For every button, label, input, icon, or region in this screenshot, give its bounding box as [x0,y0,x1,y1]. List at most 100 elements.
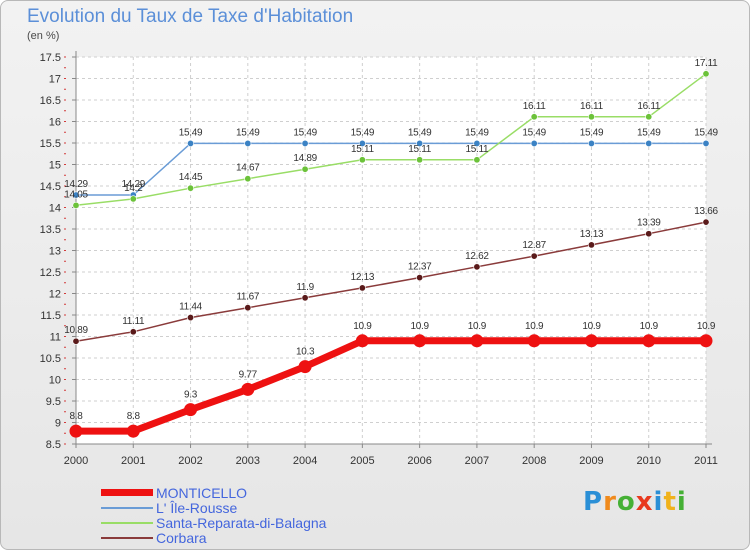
data-label: 15.49 [465,127,489,138]
data-label: 15.49 [522,127,546,138]
data-point [413,334,427,348]
y-tick-label: 11.5 [40,310,61,322]
data-label: 14.05 [64,189,88,200]
legend-item-monticello: MONTICELLO [101,485,326,501]
data-label: 11.44 [179,302,203,313]
data-label: 16.11 [637,101,661,112]
y-tick-label: 13.5 [40,224,61,236]
data-point [587,113,595,121]
data-point [473,263,481,271]
legend-swatch [101,506,153,509]
data-label: 15.49 [580,127,604,138]
x-tick-label: 2008 [522,455,546,467]
data-label: 15.49 [236,127,260,138]
x-tick-label: 2002 [178,455,202,467]
data-label: 10.9 [411,321,430,332]
data-point [72,201,80,209]
y-tick-label: 11 [50,332,61,344]
data-point [244,139,252,147]
data-point [301,165,309,173]
data-label: 12.13 [351,272,375,283]
data-point [301,294,309,302]
y-tick-label: 12.5 [40,267,61,279]
data-point [527,334,541,348]
chart-title: Evolution du Taux de Taxe d'Habitation [27,6,354,27]
chart-subtitle: (en %) [27,30,60,42]
data-point [244,175,252,183]
data-point [645,139,653,147]
x-tick-label: 2009 [579,455,603,467]
y-tick-label: 17 [49,74,61,86]
data-point [699,334,713,348]
data-label: 10.9 [525,321,544,332]
legend-swatch [101,536,153,539]
data-point [187,314,195,322]
data-label: 10.9 [697,321,716,332]
data-label: 10.9 [353,321,372,332]
data-label: 15.11 [351,144,375,155]
y-tick-label: 15 [49,160,61,172]
legend: MONTICELLO L' Île-Rousse Santa-Reparata-di… [101,485,326,546]
y-tick-label: 9 [55,418,61,430]
y-tick-label: 14.5 [40,181,61,193]
data-point [642,334,656,348]
data-point [187,184,195,192]
x-tick-label: 2007 [465,455,489,467]
data-point [184,403,198,417]
data-label: 13.66 [694,206,718,217]
data-label: 17.11 [695,58,719,69]
data-point [702,70,710,78]
data-point [72,191,80,199]
data-point [358,284,366,292]
data-label: 10.3 [296,347,315,358]
legend-swatch [101,521,153,524]
data-point [530,252,538,260]
data-point [129,328,137,336]
data-label: 15.11 [466,144,490,155]
data-point [587,139,595,147]
y-tick-label: 10.5 [40,353,61,365]
logo-letter: t [663,487,677,517]
y-tick-label: 12 [49,289,61,301]
data-label: 15.49 [351,127,375,138]
data-point [416,139,424,147]
series-l-ile-rousse: 14.29 14.29 15.49 15.49 15.49 15.49 15.49 15.49… [64,127,719,199]
y-tick-label: 17.5 [40,52,61,64]
data-point [473,156,481,164]
data-point [69,424,83,438]
data-label: 14.67 [236,163,260,174]
data-label: 14.89 [293,153,317,164]
data-point [355,334,369,348]
data-point [416,274,424,282]
x-tick-label: 2006 [407,455,431,467]
x-tick-label: 2005 [350,455,374,467]
proxiti-logo: Proxiti [583,487,687,517]
y-tick-label: 13 [49,246,61,258]
data-label: 12.87 [522,240,546,251]
data-label: 14.29 [122,179,146,190]
x-tick-label: 2004 [293,455,317,467]
data-label: 15.49 [637,127,661,138]
logo-letter: r [603,487,617,517]
data-point [416,156,424,164]
legend-item-l-ile-rousse: L' Île-Rousse [101,500,326,516]
data-label: 8.8 [69,411,83,422]
data-label: 13.13 [580,229,604,240]
data-label: 15.49 [179,127,203,138]
data-point [301,139,309,147]
data-label: 12.37 [408,262,432,273]
data-label: 11.67 [236,292,260,303]
data-point [187,139,195,147]
data-point [530,113,538,121]
data-point [473,139,481,147]
y-tick-label: 16.5 [40,95,61,107]
data-point [126,424,140,438]
series-line [75,142,707,196]
logo-letter: o [616,487,636,517]
data-label: 11.11 [122,316,145,327]
legend-label: Corbara [156,529,207,546]
data-label: 15.49 [408,127,432,138]
x-tick-label: 2011 [694,455,718,467]
